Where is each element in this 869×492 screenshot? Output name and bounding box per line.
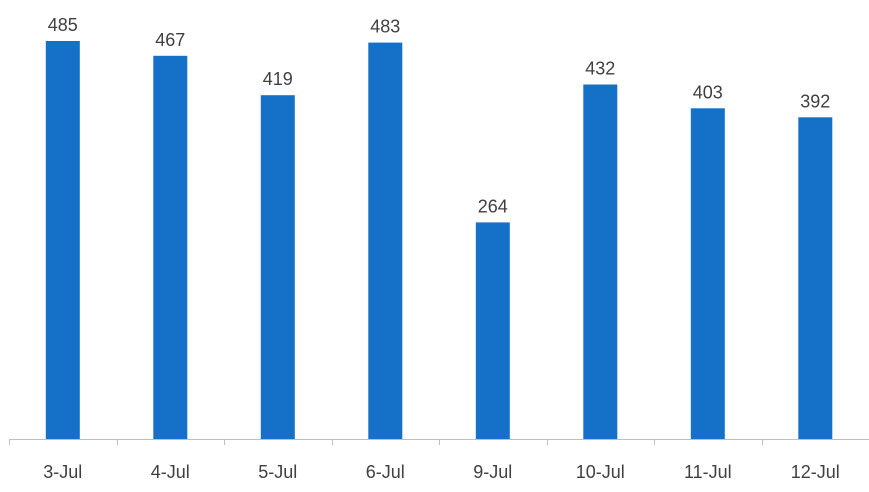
bar-11-Jul (690, 108, 725, 440)
data-label-10-Jul: 432 (585, 59, 615, 79)
bar-6-Jul (368, 42, 403, 439)
bar-12-Jul (798, 117, 833, 440)
data-label-6-Jul: 483 (370, 17, 400, 37)
bars-layer (45, 41, 833, 440)
data-label-4-Jul: 467 (155, 30, 185, 50)
data-label-5-Jul: 419 (263, 69, 293, 89)
bar-10-Jul (583, 84, 618, 439)
bar-3-Jul (45, 41, 80, 439)
x-tick-label-5-Jul: 5-Jul (258, 462, 297, 482)
data-label-12-Jul: 392 (800, 91, 830, 111)
x-tick-label-3-Jul: 3-Jul (43, 462, 82, 482)
x-tick-label-9-Jul: 9-Jul (473, 462, 512, 482)
data-label-11-Jul: 403 (693, 82, 723, 102)
x-tick-label-11-Jul: 11-Jul (684, 462, 732, 482)
x-tick-label-12-Jul: 12-Jul (791, 462, 840, 482)
x-tick-label-4-Jul: 4-Jul (151, 462, 190, 482)
bar-5-Jul (260, 95, 295, 439)
x-tick-label-6-Jul: 6-Jul (366, 462, 405, 482)
x-axis: 3-Jul 4-Jul 5-Jul 6-Jul 9-Jul 10-Jul 11-Jul 12-… (9, 439, 869, 482)
data-label-9-Jul: 264 (478, 196, 508, 216)
x-tick-label-10-Jul: 10-Jul (576, 462, 625, 482)
bar-4-Jul (153, 55, 188, 440)
bar-9-Jul (475, 222, 510, 439)
data-labels-layer: 485 467 419 483 264 432 403 392 (48, 15, 831, 216)
data-label-3-Jul: 485 (48, 15, 78, 35)
